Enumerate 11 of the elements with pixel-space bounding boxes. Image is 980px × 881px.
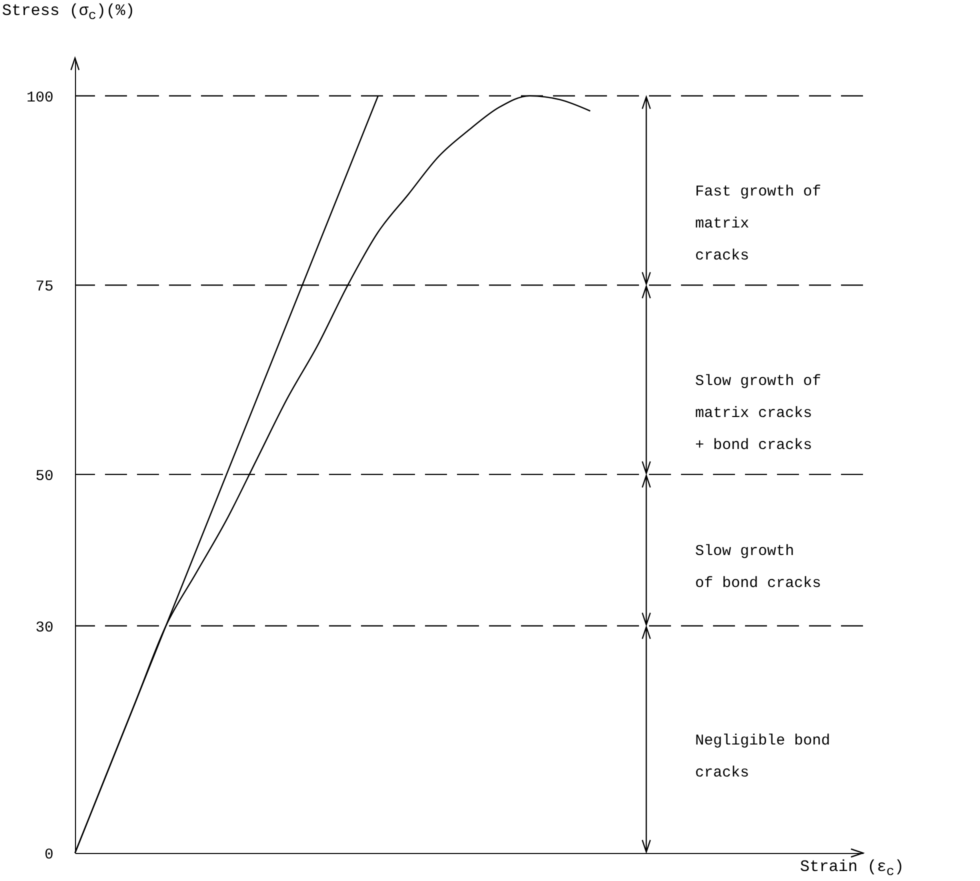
annotation: Fast growth of matrix cracks xyxy=(695,184,822,264)
y-tick-label: 75 xyxy=(35,278,54,296)
annotation: Slow growth of matrix cracks + bond cracks xyxy=(695,372,822,454)
y-tick-label: 30 xyxy=(35,619,54,636)
y-tick-label: 50 xyxy=(35,468,54,485)
y-tick-label: 0 xyxy=(44,846,54,864)
y-tick-label: 100 xyxy=(26,89,54,106)
x-axis-title: Strain (ε$_{c}$) xyxy=(800,858,904,880)
annotation: Slow growth of bond cracks xyxy=(695,543,822,592)
y-axis-title: Stress (σ$_{c}$)(%) xyxy=(2,2,135,24)
annotation: Negligible bond cracks xyxy=(695,732,830,782)
